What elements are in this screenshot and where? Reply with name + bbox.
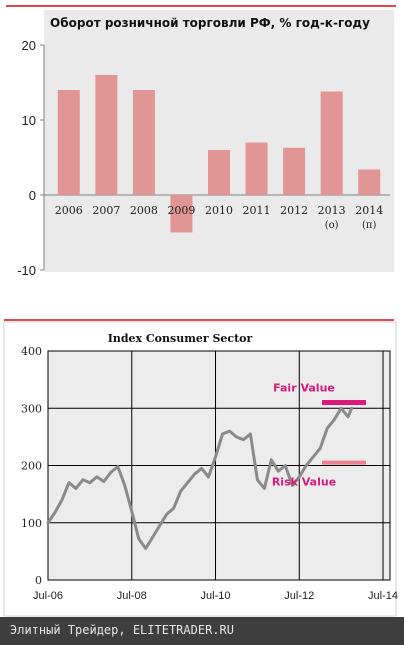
chart2-x-tick-label: Jul-14 xyxy=(368,590,398,602)
chart2-y-tick-label: 100 xyxy=(21,517,42,530)
chart1-x-tick-label: 2014 xyxy=(355,204,383,217)
chart1-y-tick-label: 10 xyxy=(22,113,36,128)
chart1-x-tick-label: 2013 xyxy=(318,204,346,217)
chart2-y-tick-label: 300 xyxy=(21,402,42,415)
chart1-bar-2012 xyxy=(283,147,306,195)
chart1-bar-2009 xyxy=(170,195,193,233)
chart1-x-tick-label: 2009 xyxy=(167,204,195,217)
chart1-bar-2007 xyxy=(95,75,118,195)
chart1-bar-2010 xyxy=(208,150,230,195)
chart1-x-tick-label: 2011 xyxy=(243,204,271,217)
chart1-bar-2013 xyxy=(320,91,343,195)
chart1-x-tick-label: 2010 xyxy=(205,204,233,217)
chart2-x-tick-label: Jul-10 xyxy=(201,590,231,602)
chart1-x-tick-note: (п) xyxy=(362,220,377,231)
index-consumer-sector-chart: Index Consumer Sector 0 100 200 300 400 Jul-… xyxy=(3,319,398,617)
chart2-y-tick-label: 400 xyxy=(21,345,42,358)
chart2-x-tick-label: Jul-12 xyxy=(284,590,314,602)
chart2-y-tick-label: 0 xyxy=(35,574,42,587)
chart2-title: Index Consumer Sector xyxy=(108,332,253,345)
chart1-x-tick-label: 2012 xyxy=(280,204,308,217)
chart1-bar-2014 xyxy=(358,169,381,195)
chart1-y-tick-label: 0 xyxy=(29,188,36,203)
chart2-y-tick-label: 200 xyxy=(21,460,42,473)
chart1-y-tick-label: -10 xyxy=(17,263,36,278)
footer-bar: Элитный Трейдер, ELITETRADER.RU xyxy=(0,617,404,645)
chart2-x-tick-label: Jul-08 xyxy=(117,590,147,602)
chart1-bar-2006 xyxy=(57,90,80,195)
retail-turnover-chart: Оборот розничной торговли РФ, % год-к-го… xyxy=(0,0,404,300)
chart1-x-tick-label: 2007 xyxy=(92,204,120,217)
chart2-annotation-label: Risk Value xyxy=(272,476,336,489)
chart1-x-tick-note: (о) xyxy=(325,220,339,231)
chart1-title: Оборот розничной торговли РФ, % год-к-го… xyxy=(50,16,370,30)
chart1-x-tick-label: 2008 xyxy=(130,204,158,217)
chart1-x-tick-label: 2006 xyxy=(55,204,83,217)
chart2-x-tick-label: Jul-06 xyxy=(33,590,63,602)
chart1-bar-2011 xyxy=(245,142,268,195)
footer-text: Элитный Трейдер, ELITETRADER.RU xyxy=(10,623,234,637)
chart2-plot-border xyxy=(47,350,391,581)
chart2-series-line xyxy=(46,406,354,550)
chart2-annotation-label: Fair Value xyxy=(273,382,335,395)
chart1-bar-2008 xyxy=(132,90,155,195)
chart1-y-tick-label: 20 xyxy=(22,38,36,53)
